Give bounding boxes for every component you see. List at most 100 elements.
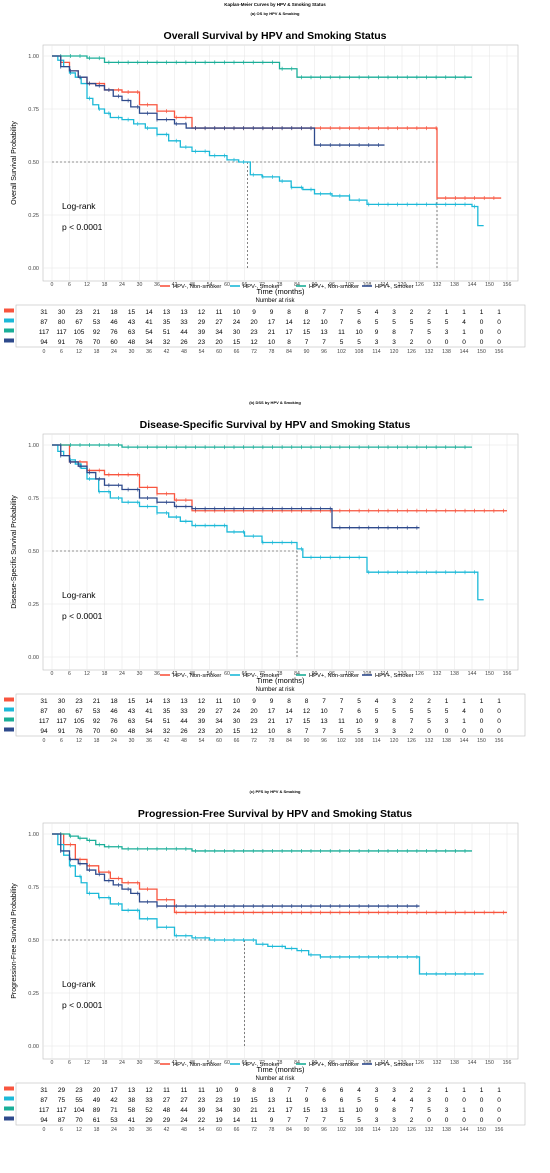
risk-x-tick-label: 72	[251, 738, 257, 744]
risk-count: 23	[250, 718, 258, 725]
risk-row-swatch	[4, 1086, 14, 1091]
risk-count: 21	[268, 718, 276, 725]
risk-count: 10	[320, 319, 328, 326]
x-tick-label: 12	[84, 1060, 90, 1066]
x-tick-label: 102	[345, 282, 354, 288]
risk-x-tick-label: 60	[216, 738, 222, 744]
risk-x-tick-label: 126	[407, 1127, 416, 1133]
risk-count: 5	[375, 708, 379, 715]
risk-count: 5	[357, 339, 361, 346]
risk-count: 4	[392, 1097, 396, 1104]
y-tick-label: 1.00	[28, 443, 39, 449]
legend-label: HPV+, Smoker	[375, 673, 414, 679]
risk-count: 0	[497, 1117, 501, 1124]
risk-count: 8	[305, 309, 309, 316]
risk-count: 1	[462, 698, 466, 705]
risk-table-border	[15, 1082, 526, 1126]
risk-count: 31	[40, 698, 48, 705]
risk-x-tick-label: 84	[286, 1127, 292, 1133]
risk-count: 0	[480, 718, 484, 725]
risk-x-tick-label: 150	[477, 1127, 486, 1133]
survival-curve-series	[52, 444, 472, 448]
risk-count: 7	[305, 728, 309, 735]
logrank-label: Log-rank	[62, 979, 96, 989]
risk-count: 0	[427, 339, 431, 346]
risk-count: 44	[180, 329, 188, 336]
risk-count: 94	[40, 339, 48, 346]
risk-x-tick-label: 144	[460, 1127, 469, 1133]
risk-x-tick-label: 156	[495, 1127, 504, 1133]
risk-count: 12	[198, 698, 206, 705]
risk-count: 2	[427, 698, 431, 705]
x-tick-label: 90	[312, 282, 318, 288]
risk-x-tick-label: 90	[304, 1127, 310, 1133]
risk-table-title: Number at risk	[255, 298, 295, 304]
risk-count: 8	[287, 339, 291, 346]
y-tick-label: 0.00	[28, 655, 39, 661]
x-axis-label: Time (months)	[256, 287, 305, 296]
risk-row-swatch	[4, 697, 14, 702]
risk-count: 11	[338, 1107, 345, 1114]
x-tick-label: 72	[259, 671, 265, 677]
legend-label: HPV-, Non-smoker	[173, 284, 221, 290]
risk-count: 15	[128, 698, 136, 705]
risk-count: 17	[268, 708, 276, 715]
risk-x-tick-label: 42	[164, 1127, 170, 1133]
risk-count: 0	[480, 339, 484, 346]
risk-count: 34	[145, 339, 153, 346]
risk-x-tick-label: 96	[321, 1127, 327, 1133]
legend-label: HPV-, Smoker	[243, 673, 280, 679]
risk-count: 91	[58, 728, 66, 735]
x-tick-label: 132	[433, 671, 442, 677]
p-value-label: p < 0.0001	[62, 611, 103, 621]
risk-x-tick-label: 6	[60, 1127, 63, 1133]
x-tick-label: 126	[415, 282, 424, 288]
risk-count: 3	[392, 309, 396, 316]
risk-count: 53	[93, 708, 101, 715]
risk-count: 5	[410, 708, 414, 715]
risk-count: 10	[355, 718, 363, 725]
risk-count: 104	[74, 1107, 85, 1114]
x-tick-label: 18	[102, 282, 108, 288]
risk-count: 7	[305, 1087, 309, 1094]
risk-count: 17	[110, 1087, 118, 1094]
risk-row-swatch	[4, 717, 14, 722]
risk-count: 15	[128, 309, 136, 316]
risk-count: 8	[392, 1107, 396, 1114]
x-tick-label: 150	[485, 671, 494, 677]
risk-count: 5	[340, 339, 344, 346]
risk-x-tick-label: 132	[425, 349, 434, 355]
logrank-label: Log-rank	[62, 201, 96, 211]
risk-x-tick-label: 90	[304, 738, 310, 744]
risk-x-tick-label: 114	[372, 349, 380, 355]
survival-curve-series	[52, 444, 420, 529]
risk-count: 42	[110, 1097, 118, 1104]
x-tick-label: 6	[68, 1060, 71, 1066]
risk-count: 80	[58, 708, 66, 715]
risk-x-tick-label: 144	[460, 349, 469, 355]
risk-count: 12	[250, 339, 258, 346]
risk-count: 1	[480, 309, 484, 316]
risk-count: 7	[340, 708, 344, 715]
risk-count: 60	[110, 728, 118, 735]
risk-count: 9	[375, 1107, 379, 1114]
risk-count: 5	[357, 728, 361, 735]
x-tick-label: 114	[380, 282, 388, 288]
x-tick-label: 60	[224, 1060, 230, 1066]
x-tick-label: 24	[119, 282, 125, 288]
risk-x-tick-label: 30	[129, 1127, 135, 1133]
risk-x-tick-label: 102	[337, 1127, 346, 1133]
risk-count: 9	[375, 329, 379, 336]
risk-table-title: Number at risk	[255, 1076, 295, 1082]
x-tick-label: 108	[363, 671, 372, 677]
x-tick-label: 66	[242, 282, 248, 288]
y-tick-label: 0.25	[28, 991, 39, 997]
risk-count: 23	[198, 728, 206, 735]
risk-count: 67	[75, 319, 83, 326]
risk-count: 23	[198, 339, 206, 346]
risk-count: 24	[233, 708, 241, 715]
risk-x-tick-label: 24	[111, 1127, 117, 1133]
risk-count: 92	[93, 718, 101, 725]
risk-count: 33	[145, 1097, 153, 1104]
risk-row-swatch	[4, 727, 14, 732]
